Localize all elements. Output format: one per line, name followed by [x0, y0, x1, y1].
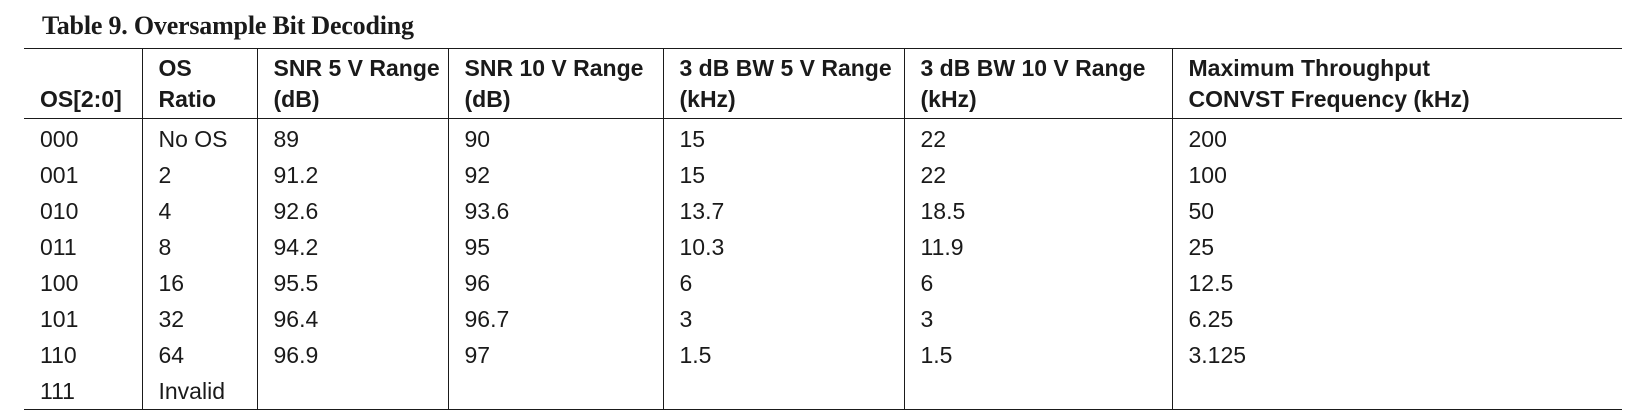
cell-max-throughput	[1171, 373, 1622, 410]
cell-bw-5v: 3	[662, 301, 904, 337]
cell-max-throughput: 12.5	[1171, 265, 1622, 301]
cell-bw-5v: 6	[662, 265, 904, 301]
table-row: 000 No OS 89 90 15 22 200	[24, 118, 1622, 157]
cell-bw-10v: 1.5	[903, 337, 1172, 373]
cell-bw-5v: 15	[662, 118, 904, 157]
header-snr-10v-line2: (dB)	[464, 86, 511, 112]
cell-os-ratio: 8	[141, 229, 257, 265]
table-row: 110 64 96.9 97 1.5 1.5 3.125	[24, 337, 1622, 373]
header-os-ratio-line2: Ratio	[158, 86, 217, 112]
cell-snr-5v: 94.2	[256, 229, 448, 265]
cell-snr-5v: 96.9	[256, 337, 448, 373]
cell-bw-10v: 6	[903, 265, 1172, 301]
header-max-throughput-line1: Maximum Throughput	[1188, 55, 1430, 81]
header-bw-10v-line2: (kHz)	[920, 86, 977, 112]
cell-os-bits: 101	[40, 306, 79, 332]
table-row: 001 2 91.2 92 15 22 100	[24, 157, 1622, 193]
table-row: 101 32 96.4 96.7 3 3 6.25	[24, 301, 1622, 337]
header-snr-10v-line1: SNR 10 V Range	[464, 55, 644, 81]
cell-os-ratio: Invalid	[141, 373, 257, 410]
cell-snr-10v: 96	[447, 265, 663, 301]
header-os-bits-line2: OS[2:0]	[40, 86, 122, 112]
table-row: 111 Invalid	[24, 373, 1622, 410]
cell-bw-10v: 11.9	[903, 229, 1172, 265]
cell-os-bits: 111	[24, 373, 142, 410]
header-os-ratio: OS Ratio	[141, 48, 257, 119]
cell-max-throughput: 6.25	[1171, 301, 1622, 337]
cell-snr-10v: 92	[447, 157, 663, 193]
cell-bw-5v: 10.3	[662, 229, 904, 265]
cell-snr-5v: 96.4	[256, 301, 448, 337]
cell-max-throughput: 100	[1171, 157, 1622, 193]
cell-snr-10v	[447, 373, 663, 410]
cell-bw-10v: 22	[903, 118, 1172, 157]
cell-snr-5v: 95.5	[256, 265, 448, 301]
cell-max-throughput: 25	[1171, 229, 1622, 265]
header-snr-5v: SNR 5 V Range (dB)	[256, 48, 448, 119]
table-caption: Table 9. Oversample Bit Decoding	[42, 11, 414, 40]
cell-snr-10v: 97	[447, 337, 663, 373]
cell-snr-5v	[256, 373, 448, 410]
cell-max-throughput: 200	[1171, 118, 1622, 157]
cell-os-ratio: 4	[141, 193, 257, 229]
header-snr-5v-line2: (dB)	[273, 86, 320, 112]
cell-snr-10v: 95	[447, 229, 663, 265]
cell-os-bits: 001	[40, 162, 79, 188]
oversample-bit-decoding-table: OS[2:0] OS Ratio SNR 5 V Range (dB) SNR …	[24, 48, 1622, 410]
header-bw-5v: 3 dB BW 5 V Range (kHz)	[662, 48, 904, 119]
cell-os-ratio: 16	[141, 265, 257, 301]
cell-bw-5v: 1.5	[662, 337, 904, 373]
header-snr-5v-line1: SNR 5 V Range	[273, 55, 440, 81]
cell-os-ratio: No OS	[141, 118, 257, 157]
header-max-throughput: Maximum Throughput CONVST Frequency (kHz…	[1171, 48, 1622, 119]
cell-os-bits: 000	[40, 126, 79, 152]
header-bw-5v-line1: 3 dB BW 5 V Range	[679, 55, 892, 81]
cell-snr-10v: 93.6	[447, 193, 663, 229]
cell-os-ratio: 64	[141, 337, 257, 373]
header-max-throughput-line2: CONVST Frequency (kHz)	[1188, 86, 1470, 112]
cell-os-bits: 011	[40, 234, 77, 260]
cell-bw-5v	[662, 373, 904, 410]
header-snr-10v: SNR 10 V Range (dB)	[447, 48, 663, 119]
cell-max-throughput: 3.125	[1171, 337, 1622, 373]
cell-max-throughput: 50	[1171, 193, 1622, 229]
table-row: 011 8 94.2 95 10.3 11.9 25	[24, 229, 1622, 265]
header-bw-10v-line1: 3 dB BW 10 V Range	[920, 55, 1146, 81]
cell-bw-10v: 3	[903, 301, 1172, 337]
table-header: OS[2:0] OS Ratio SNR 5 V Range (dB) SNR …	[24, 48, 1622, 119]
table-body: 000 No OS 89 90 15 22 200 001 2 91.2 92 …	[24, 118, 1622, 410]
header-row: OS[2:0] OS Ratio SNR 5 V Range (dB) SNR …	[24, 48, 1622, 119]
header-bw-5v-line2: (kHz)	[679, 86, 736, 112]
cell-os-ratio: 2	[141, 157, 257, 193]
cell-os-bits: 010	[40, 198, 79, 224]
cell-bw-5v: 13.7	[662, 193, 904, 229]
cell-snr-10v: 90	[447, 118, 663, 157]
cell-bw-5v: 15	[662, 157, 904, 193]
cell-bw-10v	[903, 373, 1172, 410]
cell-bw-10v: 18.5	[903, 193, 1172, 229]
table-row: 100 16 95.5 96 6 6 12.5	[24, 265, 1622, 301]
cell-snr-10v: 96.7	[447, 301, 663, 337]
cell-os-ratio: 32	[141, 301, 257, 337]
table-row: 010 4 92.6 93.6 13.7 18.5 50	[24, 193, 1622, 229]
cell-snr-5v: 89	[256, 118, 448, 157]
header-os-bits: OS[2:0]	[24, 49, 142, 119]
header-os-ratio-line1: OS	[158, 55, 192, 81]
cell-snr-5v: 91.2	[256, 157, 448, 193]
cell-os-bits: 110	[40, 342, 77, 368]
header-bw-10v: 3 dB BW 10 V Range (kHz)	[903, 48, 1172, 119]
cell-bw-10v: 22	[903, 157, 1172, 193]
cell-os-bits: 100	[40, 270, 79, 296]
cell-snr-5v: 92.6	[256, 193, 448, 229]
